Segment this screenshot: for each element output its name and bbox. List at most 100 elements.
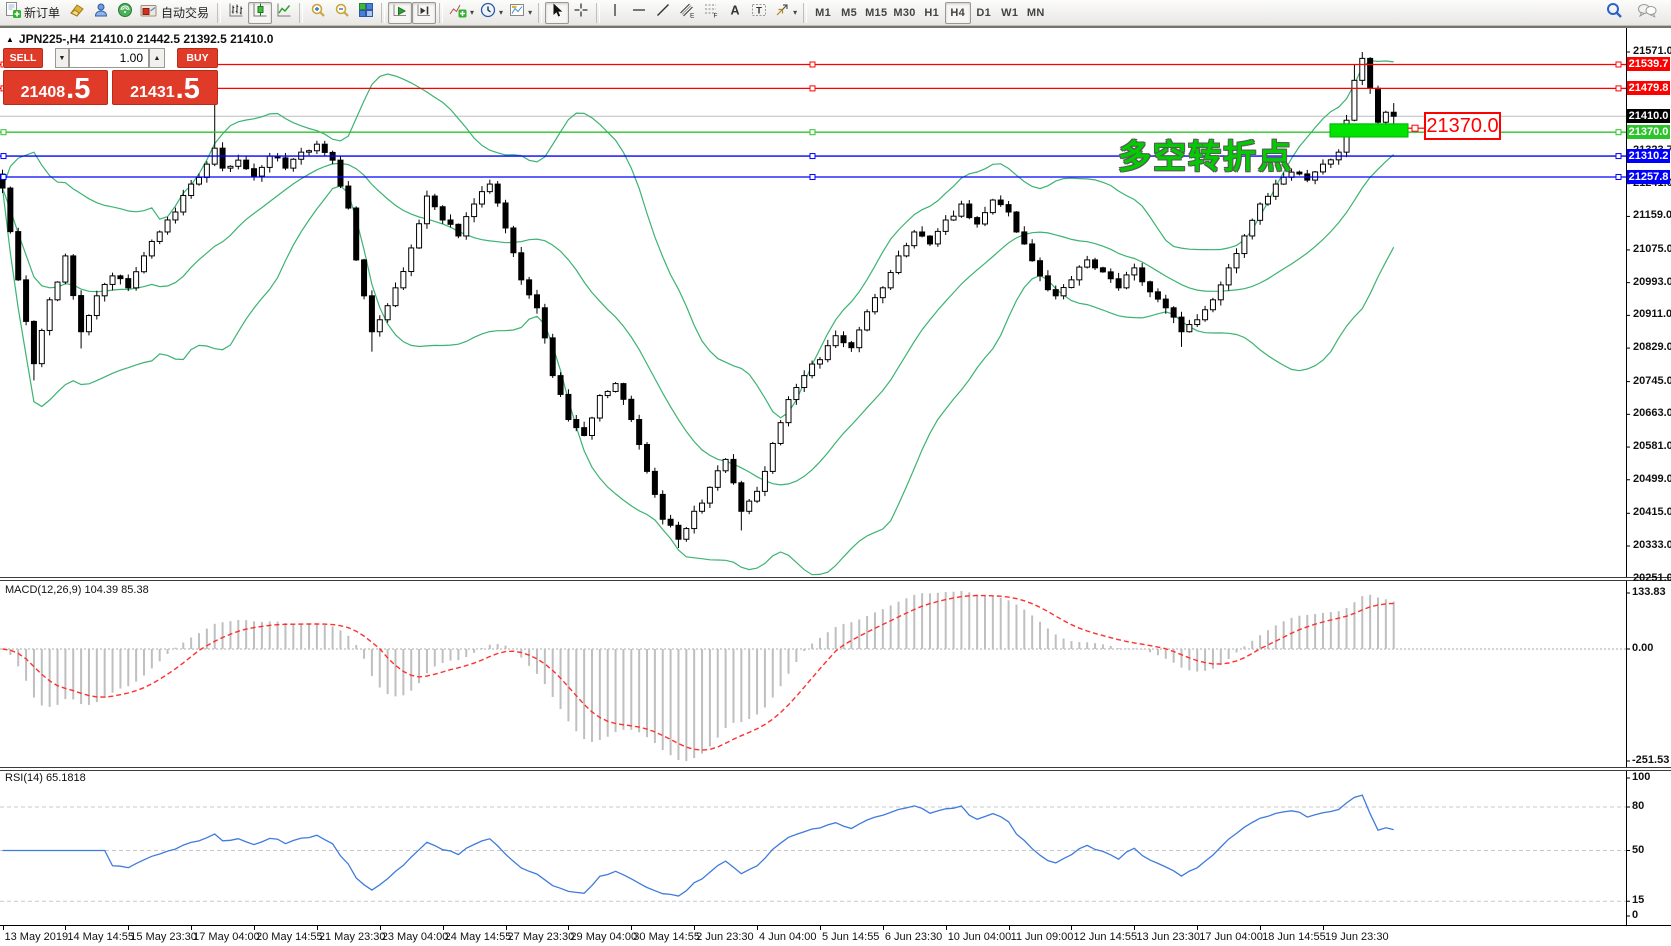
timeframe-button-M1[interactable]: M1 (815, 6, 832, 19)
chart-shift-button[interactable] (412, 1, 437, 24)
time-tick (505, 926, 507, 930)
periods-button[interactable]: ▾ (477, 2, 506, 24)
line-handle[interactable] (1615, 85, 1622, 92)
green-rectangle-object[interactable] (1329, 123, 1409, 138)
vertical-line-button[interactable] (603, 2, 627, 24)
horizontal-level-line[interactable] (0, 85, 1626, 92)
time-label: 29 May 04:00 (570, 931, 638, 943)
buy-price-button[interactable]: 21431 .5 (112, 70, 218, 105)
volume-input[interactable]: 1.00 (69, 48, 149, 68)
time-label: 20 May 14:55 (256, 931, 323, 943)
chat-button[interactable] (1634, 2, 1661, 24)
eraser-tool-button[interactable] (65, 2, 89, 24)
search-button[interactable] (1602, 2, 1626, 24)
zoom-out-icon (334, 2, 350, 23)
volume-decrease-button[interactable]: ▼ (55, 48, 69, 68)
signal-icon (117, 2, 133, 23)
toolbar-separator (439, 2, 444, 23)
timeframe-button-H1[interactable]: H1 (924, 6, 940, 19)
timeframe-button-MN[interactable]: MN (1026, 6, 1045, 19)
horizontal-line-button[interactable] (627, 2, 651, 24)
timeframe-button-M5[interactable]: M5 (841, 6, 858, 19)
time-label: 4 Jun 04:00 (759, 931, 817, 943)
dropdown-caret-icon: ▾ (793, 7, 798, 17)
bollinger-middle-band (1, 154, 1395, 486)
bollinger-lower-band (1, 185, 1395, 576)
horizontal-level-line[interactable] (0, 153, 1626, 160)
dropdown-caret-icon: ▾ (528, 7, 533, 17)
trendline-button[interactable] (651, 2, 675, 24)
equidistant-channel-button[interactable]: E (675, 2, 699, 24)
time-label: 10 Jun 04:00 (947, 931, 1012, 943)
text-button[interactable]: A (723, 2, 747, 24)
crosshair-button[interactable] (569, 2, 593, 24)
line-handle[interactable] (809, 153, 816, 160)
price-callout-label[interactable]: 21370.0 (1424, 112, 1501, 140)
chat-icon (1637, 2, 1658, 24)
line-handle[interactable] (1615, 173, 1622, 180)
timeframe-group: M1 M5 M15 M30 H1 H4 D1 W1 MN (810, 1, 1049, 24)
line-handle[interactable] (1615, 129, 1622, 136)
line-handle[interactable] (809, 129, 816, 136)
sell-price-frac: .5 (66, 73, 91, 106)
text-label-button[interactable]: T (747, 2, 771, 24)
templates-button[interactable]: ▾ (506, 2, 535, 24)
horizontal-line-icon (631, 2, 647, 23)
pane-divider[interactable] (0, 577, 1671, 581)
tile-windows-button[interactable] (354, 2, 378, 24)
callout-anchor-handle[interactable] (1411, 124, 1419, 132)
line-handle[interactable] (809, 85, 816, 92)
timeframe-button-H4[interactable]: H4 (944, 1, 971, 24)
candlestick-series (0, 52, 1397, 549)
new-order-button[interactable]: 新订单 (2, 2, 65, 24)
annotation-text[interactable]: 多空转折点 (1118, 138, 1293, 175)
dropdown-caret-icon: ▾ (499, 7, 504, 17)
fibonacci-button[interactable]: F (699, 2, 723, 24)
timeframe-button-M30[interactable]: M30 (893, 6, 916, 19)
zoom-out-button[interactable] (330, 2, 354, 24)
timeframe-button-W1[interactable]: W1 (1001, 6, 1019, 19)
toolbar-edge (0, 26, 1671, 28)
profiles-button[interactable] (89, 2, 113, 24)
bar-chart-button[interactable] (224, 2, 248, 24)
arrows-button[interactable]: ▾ (771, 2, 800, 24)
line-handle[interactable] (0, 129, 7, 136)
buy-button[interactable]: BUY (177, 48, 218, 68)
indicators-button[interactable]: ▾ (446, 2, 477, 24)
bollinger-upper-band (1, 60, 1394, 419)
line-handle[interactable] (1615, 61, 1622, 68)
chart-canvas[interactable] (0, 28, 1671, 925)
horizontal-level-line[interactable] (0, 173, 1626, 180)
collapse-triangle-icon[interactable]: ▲ (6, 34, 14, 44)
auto-scroll-button[interactable] (388, 1, 413, 24)
volume-increase-button[interactable]: ▲ (149, 48, 165, 68)
sell-price-button[interactable]: 21408 .5 (3, 70, 108, 105)
auto-scroll-icon (392, 2, 408, 23)
buy-price-main: 21431 (130, 83, 175, 101)
auto-trading-button[interactable]: 自动交易 (137, 2, 214, 24)
signal-button[interactable] (113, 2, 137, 24)
zoom-in-button[interactable] (306, 2, 330, 24)
time-tick (945, 926, 947, 930)
line-handle[interactable] (0, 173, 7, 180)
candlestick-chart-button[interactable] (248, 1, 273, 24)
sell-button[interactable]: SELL (3, 48, 43, 68)
dropdown-caret-icon: ▾ (470, 7, 475, 17)
toolbar-separator (381, 2, 386, 23)
timeframe-button-D1[interactable]: D1 (976, 6, 992, 19)
time-tick (1134, 926, 1136, 930)
line-handle[interactable] (1615, 153, 1622, 160)
time-tick (819, 926, 821, 930)
trendline-icon (655, 2, 671, 23)
macd-pane (0, 591, 1626, 761)
timeframe-button-M15[interactable]: M15 (865, 6, 888, 19)
line-handle[interactable] (0, 153, 7, 160)
horizontal-level-line[interactable] (0, 61, 1626, 68)
pane-divider[interactable] (0, 767, 1671, 771)
line-chart-button[interactable] (272, 2, 296, 24)
cursor-button[interactable] (545, 1, 570, 24)
line-handle[interactable] (809, 61, 816, 68)
time-axis[interactable]: 13 May 2019 14 May 14:55 15 May 23:30 17 Ma… (0, 925, 1671, 946)
line-handle[interactable] (809, 173, 816, 180)
